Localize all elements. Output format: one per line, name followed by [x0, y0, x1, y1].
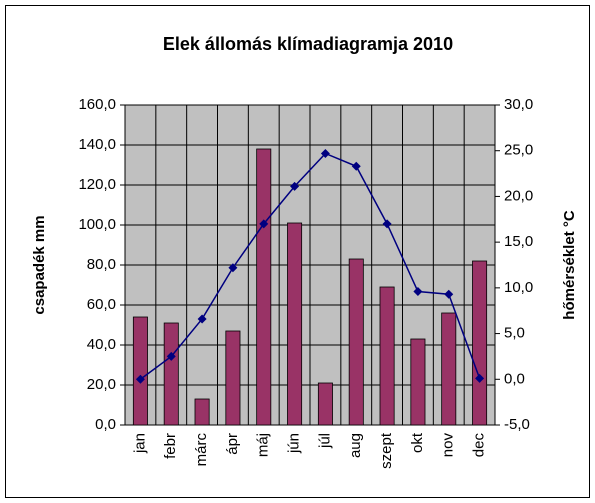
y2-tick-label: 10,0	[504, 279, 533, 296]
marker	[320, 148, 330, 158]
y2-tick-label: -5,0	[504, 416, 530, 433]
marker	[228, 263, 238, 273]
bar	[317, 382, 333, 426]
y-tick-label: 100,0	[78, 216, 116, 233]
marker	[166, 351, 176, 361]
y-tick-label: 0,0	[95, 416, 116, 433]
bar	[410, 338, 426, 426]
marker	[351, 161, 361, 171]
y2-tick-label: 0,0	[504, 370, 525, 387]
x-tick-label: aug	[347, 433, 364, 458]
x-tick-label: szept	[378, 432, 395, 469]
y2-tick-label: 25,0	[504, 142, 533, 159]
marker	[444, 289, 454, 299]
y-tick-label: 60,0	[87, 296, 116, 313]
y-tick-label: 80,0	[87, 256, 116, 273]
marker	[259, 219, 269, 229]
marker	[135, 374, 145, 384]
marker	[197, 314, 207, 324]
bar	[472, 260, 488, 426]
x-tick-label: okt	[409, 432, 426, 453]
bar	[163, 322, 179, 426]
bar	[441, 312, 457, 426]
x-tick-label: máj	[255, 433, 272, 457]
y-axis-label: csapadék mm	[31, 215, 48, 314]
y2-tick-label: 30,0	[504, 96, 533, 113]
y2-tick-label: 5,0	[504, 325, 525, 342]
marker	[290, 181, 300, 191]
bar	[194, 398, 210, 426]
x-tick-label: júl	[316, 433, 333, 449]
y2-tick-label: 15,0	[504, 233, 533, 250]
marker	[413, 287, 423, 297]
x-tick-label: febr	[162, 433, 179, 459]
y-tick-label: 140,0	[78, 136, 116, 153]
y2-axis-label: hőmérséklet °C	[561, 210, 578, 320]
marker	[475, 373, 485, 383]
bar	[225, 330, 241, 426]
x-tick-label: dec	[471, 433, 488, 458]
x-tick-label: ápr	[224, 433, 241, 455]
bar	[287, 222, 303, 426]
marker	[382, 219, 392, 229]
bar	[256, 148, 272, 426]
bar	[379, 286, 395, 426]
x-tick-label: nov	[440, 433, 457, 458]
x-tick-label: jan	[131, 433, 148, 454]
y2-tick-label: 20,0	[504, 187, 533, 204]
y-tick-label: 40,0	[87, 336, 116, 353]
bar	[348, 258, 364, 426]
x-tick-label: márc	[193, 433, 210, 467]
y-tick-label: 160,0	[78, 96, 116, 113]
bar	[132, 316, 148, 426]
x-tick-label: jún	[286, 433, 303, 454]
chart-title: Elek állomás klímadiagramja 2010	[163, 34, 453, 54]
y-tick-label: 20,0	[87, 376, 116, 393]
line	[139, 152, 481, 380]
y-tick-label: 120,0	[78, 176, 116, 193]
